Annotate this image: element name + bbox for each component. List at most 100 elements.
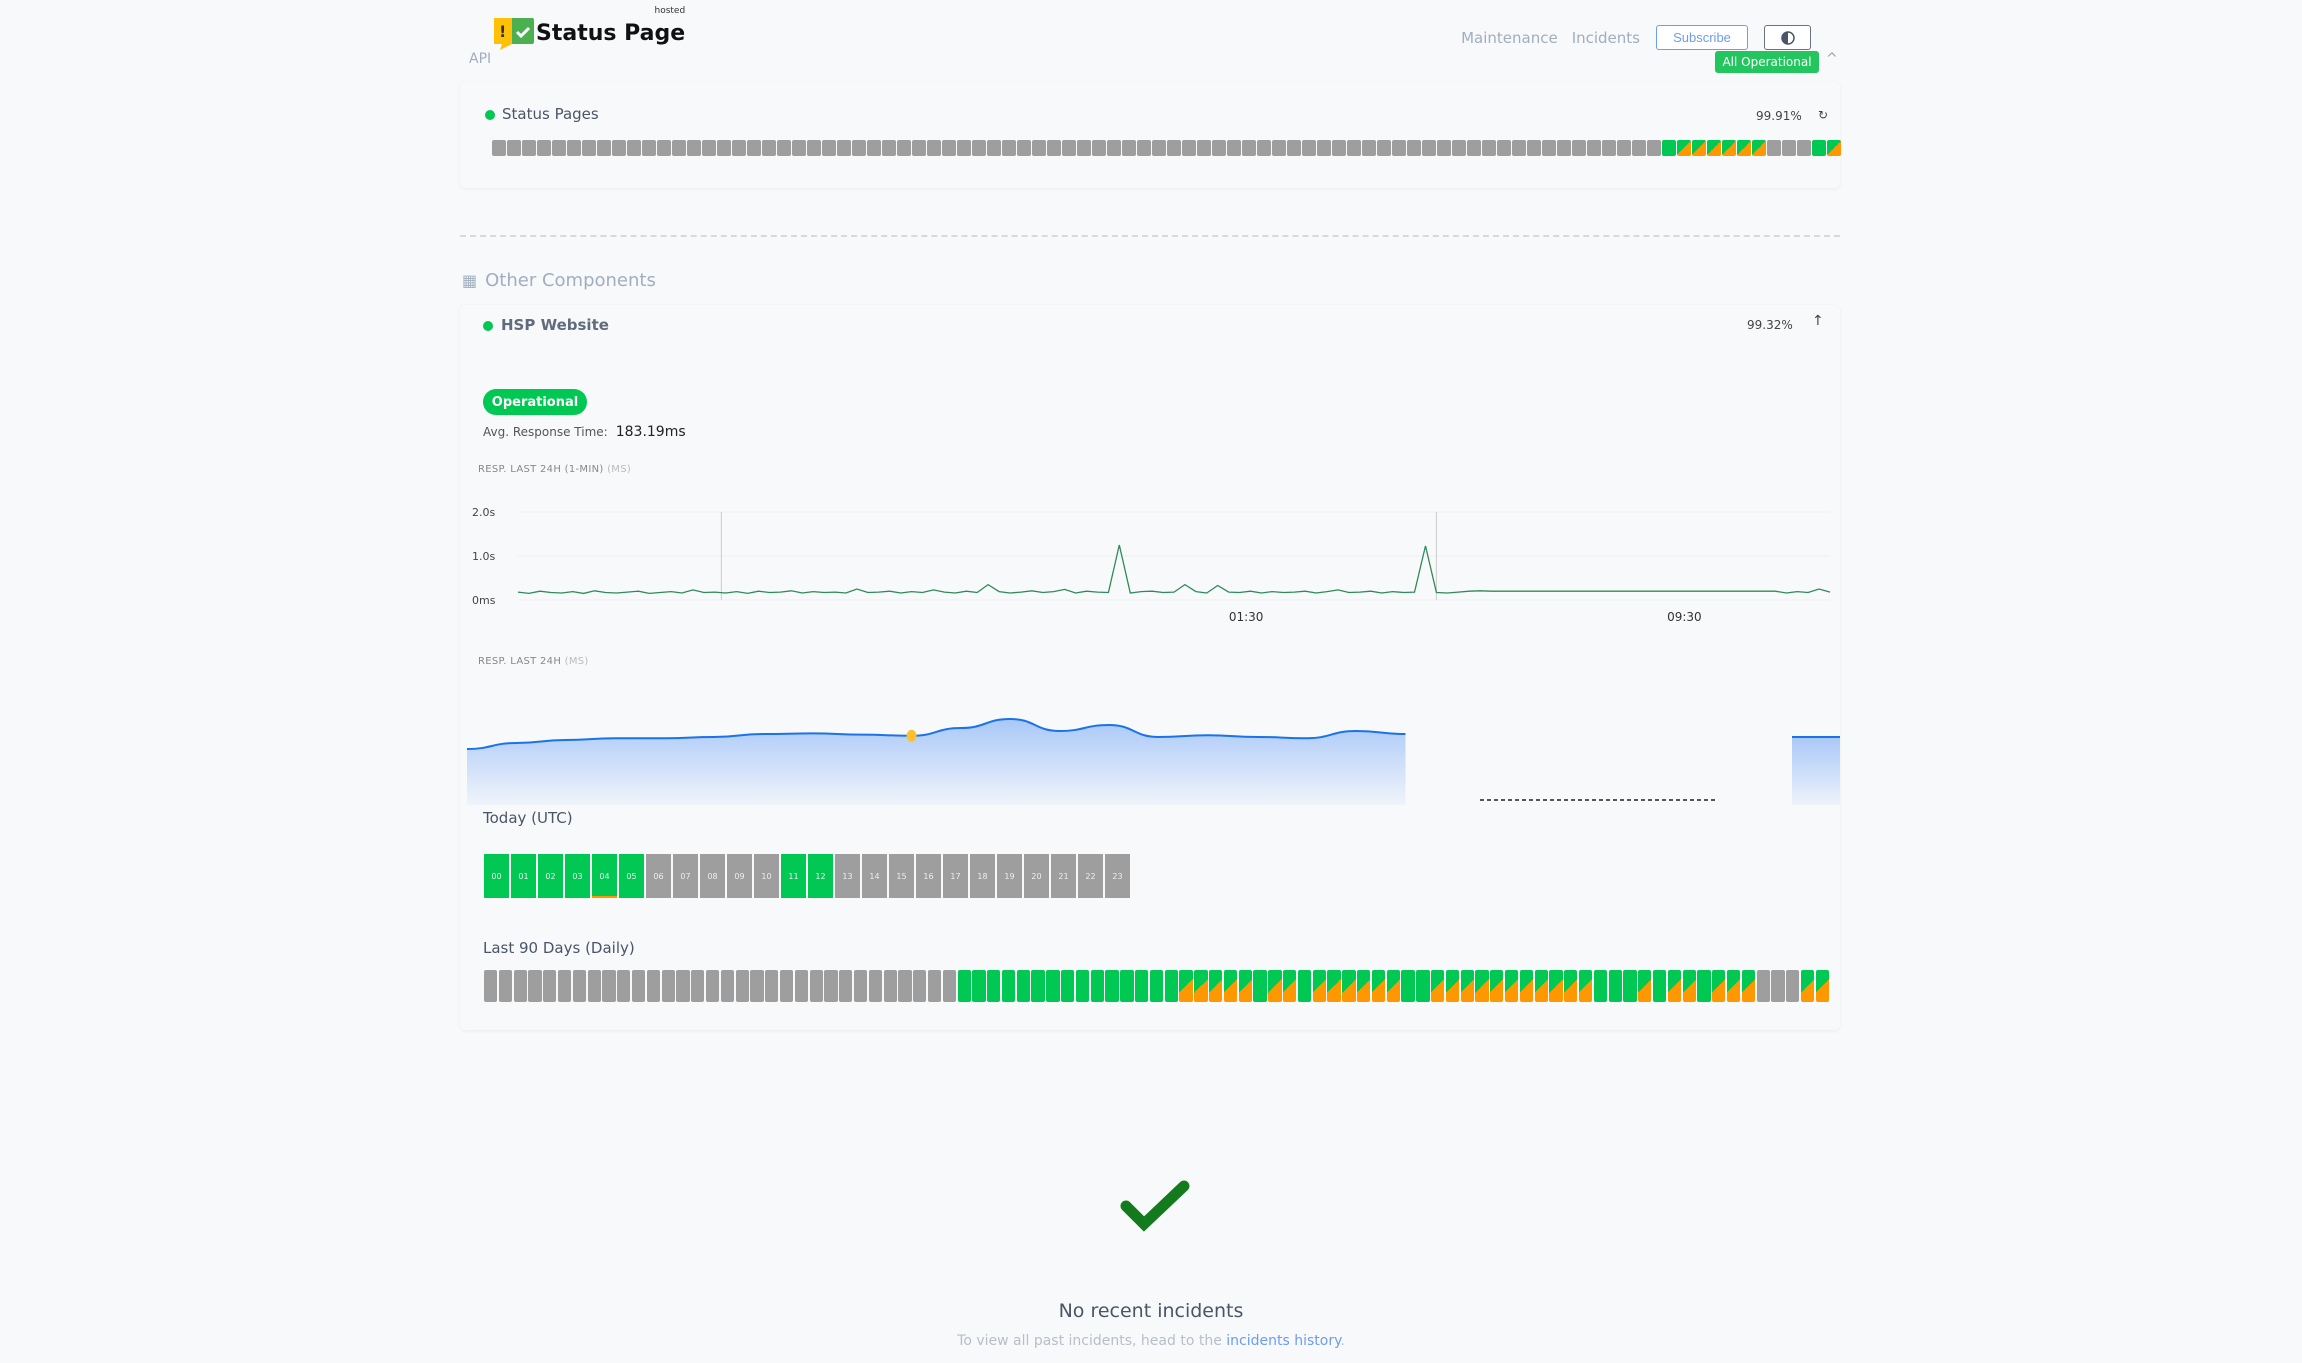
- hour-cell[interactable]: 22: [1078, 854, 1103, 898]
- day-bar[interactable]: [1786, 970, 1800, 1002]
- day-bar[interactable]: [543, 970, 557, 1002]
- day-bar[interactable]: [1445, 970, 1460, 1002]
- day-bar[interactable]: [1437, 140, 1451, 156]
- day-bar[interactable]: [617, 970, 631, 1002]
- day-bar[interactable]: [1534, 970, 1548, 1002]
- day-bar[interactable]: [627, 140, 641, 156]
- day-bar[interactable]: [1075, 970, 1090, 1002]
- day-bar[interactable]: [807, 140, 821, 156]
- hour-cell[interactable]: 18: [970, 854, 995, 898]
- day-bar[interactable]: [1362, 140, 1376, 156]
- day-bar[interactable]: [1662, 140, 1676, 156]
- day-bar[interactable]: [1587, 140, 1601, 156]
- day-bar[interactable]: [1371, 970, 1386, 1002]
- theme-toggle-button[interactable]: [1764, 25, 1811, 50]
- day-bar[interactable]: [1120, 970, 1134, 1002]
- day-bar[interactable]: [1032, 140, 1046, 156]
- incidents-history-link[interactable]: incidents history: [1226, 1333, 1341, 1349]
- day-bar[interactable]: [1105, 970, 1119, 1002]
- hour-cell[interactable]: 08: [700, 854, 725, 898]
- day-bar[interactable]: [1257, 140, 1271, 156]
- day-bar[interactable]: [1001, 970, 1016, 1002]
- day-bar[interactable]: [646, 970, 661, 1002]
- day-bar[interactable]: [1332, 140, 1346, 156]
- day-bar[interactable]: [1238, 970, 1252, 1002]
- day-bar[interactable]: [537, 140, 551, 156]
- hour-cell[interactable]: 20: [1024, 854, 1049, 898]
- day-bar[interactable]: [777, 140, 791, 156]
- day-bar[interactable]: [1512, 140, 1526, 156]
- day-bar[interactable]: [1827, 140, 1841, 156]
- day-bar[interactable]: [557, 970, 572, 1002]
- day-bar[interactable]: [1164, 970, 1178, 1002]
- day-bar[interactable]: [513, 970, 527, 1002]
- day-bar[interactable]: [717, 140, 731, 156]
- day-bar[interactable]: [1302, 140, 1316, 156]
- day-bar[interactable]: [987, 140, 1001, 156]
- hour-cell[interactable]: 02: [538, 854, 563, 898]
- day-bar[interactable]: [1475, 970, 1489, 1002]
- day-bar[interactable]: [1557, 140, 1571, 156]
- day-bar[interactable]: [1697, 970, 1711, 1002]
- day-bar[interactable]: [1031, 970, 1045, 1002]
- day-bar[interactable]: [1194, 970, 1208, 1002]
- hour-cell[interactable]: 09: [727, 854, 752, 898]
- day-bar[interactable]: [837, 140, 851, 156]
- day-bar[interactable]: [1002, 140, 1016, 156]
- day-bar[interactable]: [1504, 970, 1519, 1002]
- day-bar[interactable]: [1741, 970, 1756, 1002]
- day-bar[interactable]: [1692, 140, 1706, 156]
- day-bar[interactable]: [957, 970, 971, 1002]
- day-bar[interactable]: [1017, 140, 1031, 156]
- day-bar[interactable]: [762, 140, 776, 156]
- hour-cell[interactable]: 11: [781, 854, 806, 898]
- day-bar[interactable]: [824, 970, 838, 1002]
- hour-cell[interactable]: 14: [862, 854, 887, 898]
- day-bar[interactable]: [687, 140, 701, 156]
- hour-cell[interactable]: 13: [835, 854, 860, 898]
- day-bar[interactable]: [779, 970, 794, 1002]
- day-bar[interactable]: [1667, 970, 1682, 1002]
- day-bar[interactable]: [1652, 970, 1667, 1002]
- chevron-up-icon[interactable]: ^: [1826, 51, 1838, 67]
- day-bar[interactable]: [957, 140, 971, 156]
- day-bar[interactable]: [705, 970, 720, 1002]
- hour-cell[interactable]: 23: [1105, 854, 1130, 898]
- day-bar[interactable]: [1283, 970, 1297, 1002]
- day-bar[interactable]: [507, 140, 521, 156]
- day-bar[interactable]: [612, 140, 626, 156]
- day-bar[interactable]: [868, 970, 883, 1002]
- hour-cell[interactable]: 03: [565, 854, 590, 898]
- day-bar[interactable]: [1771, 970, 1785, 1002]
- hour-cell[interactable]: 17: [943, 854, 968, 898]
- day-bar[interactable]: [1756, 970, 1770, 1002]
- day-bar[interactable]: [882, 140, 896, 156]
- day-bar[interactable]: [492, 140, 506, 156]
- day-bar[interactable]: [972, 140, 986, 156]
- subscribe-button[interactable]: Subscribe: [1656, 25, 1748, 50]
- day-bar[interactable]: [484, 970, 498, 1002]
- day-bar[interactable]: [1497, 140, 1511, 156]
- hour-cell[interactable]: 06: [646, 854, 671, 898]
- day-bar[interactable]: [942, 140, 956, 156]
- day-bar[interactable]: [1167, 140, 1181, 156]
- day-bar[interactable]: [794, 970, 809, 1002]
- day-bar[interactable]: [1272, 140, 1286, 156]
- day-bar[interactable]: [1182, 140, 1196, 156]
- day-bar[interactable]: [1347, 140, 1361, 156]
- day-bar[interactable]: [927, 140, 941, 156]
- day-bar[interactable]: [912, 140, 926, 156]
- day-bar[interactable]: [1682, 970, 1696, 1002]
- day-bar[interactable]: [1242, 140, 1256, 156]
- day-bar[interactable]: [567, 140, 581, 156]
- hour-cell[interactable]: 05: [619, 854, 644, 898]
- day-bar[interactable]: [883, 970, 897, 1002]
- day-bar[interactable]: [1431, 970, 1445, 1002]
- day-bar[interactable]: [792, 140, 806, 156]
- day-bar[interactable]: [1623, 970, 1637, 1002]
- hour-cell[interactable]: 21: [1051, 854, 1076, 898]
- day-bar[interactable]: [642, 140, 656, 156]
- day-bar[interactable]: [1737, 140, 1751, 156]
- day-bar[interactable]: [942, 970, 956, 1002]
- hour-cell[interactable]: 10: [754, 854, 779, 898]
